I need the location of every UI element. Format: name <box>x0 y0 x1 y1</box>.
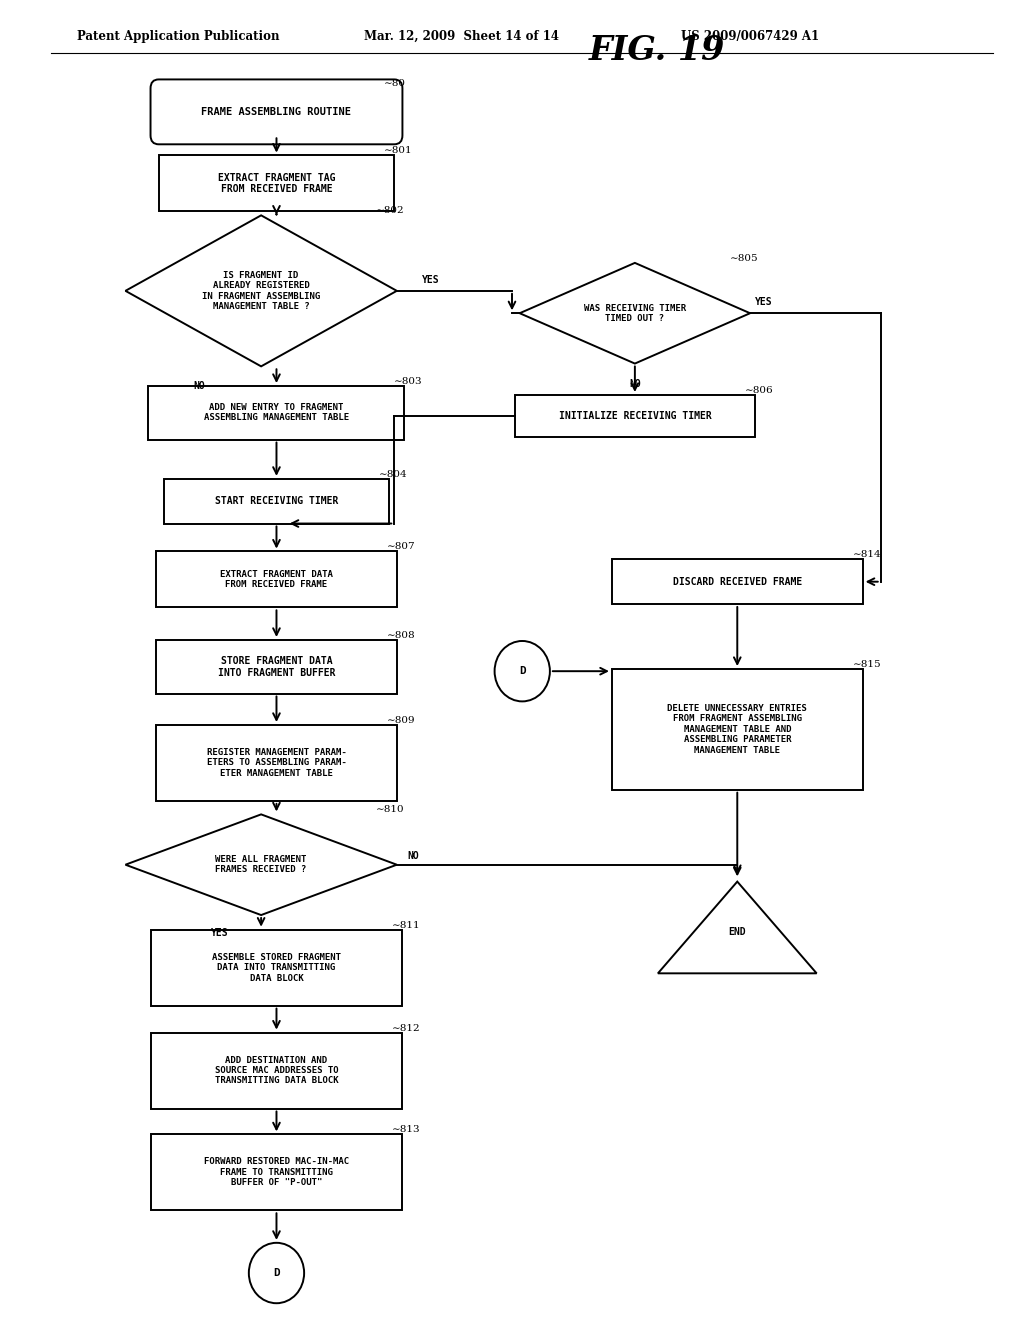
Bar <box>157 552 397 607</box>
Text: D: D <box>273 1269 280 1278</box>
Text: FIG. 19: FIG. 19 <box>589 34 725 67</box>
Bar <box>152 1134 401 1210</box>
Text: ∼813: ∼813 <box>391 1126 420 1134</box>
Text: NO: NO <box>408 851 419 861</box>
Polygon shape <box>657 882 817 973</box>
Text: ∼802: ∼802 <box>377 206 404 215</box>
Text: ∼814: ∼814 <box>852 550 881 560</box>
Text: YES: YES <box>756 297 773 308</box>
Text: FORWARD RESTORED MAC-IN-MAC
FRAME TO TRANSMITTING
BUFFER OF "P-OUT": FORWARD RESTORED MAC-IN-MAC FRAME TO TRA… <box>204 1158 349 1187</box>
Bar <box>157 725 397 801</box>
Text: WAS RECEIVING TIMER
TIMED OUT ?: WAS RECEIVING TIMER TIMED OUT ? <box>584 304 686 323</box>
Text: EXTRACT FRAGMENT TAG
FROM RECEIVED FRAME: EXTRACT FRAGMENT TAG FROM RECEIVED FRAME <box>218 173 335 194</box>
Bar <box>157 640 397 693</box>
Text: ∼810: ∼810 <box>377 805 404 814</box>
Text: EXTRACT FRAGMENT DATA
FROM RECEIVED FRAME: EXTRACT FRAGMENT DATA FROM RECEIVED FRAM… <box>220 570 333 589</box>
Circle shape <box>495 642 550 701</box>
Bar <box>611 669 862 789</box>
Text: NO: NO <box>194 381 206 392</box>
Text: ∼809: ∼809 <box>387 715 415 725</box>
Text: END: END <box>728 927 746 937</box>
Text: YES: YES <box>423 275 440 285</box>
Text: ∼804: ∼804 <box>379 470 408 479</box>
Text: YES: YES <box>211 928 229 939</box>
Bar <box>148 385 404 440</box>
Text: WERE ALL FRAGMENT
FRAMES RECEIVED ?: WERE ALL FRAGMENT FRAMES RECEIVED ? <box>215 855 307 874</box>
Text: ∼808: ∼808 <box>387 631 415 640</box>
Circle shape <box>249 1243 304 1303</box>
Text: D: D <box>519 667 525 676</box>
Polygon shape <box>125 814 397 915</box>
Text: ∼801: ∼801 <box>384 147 413 156</box>
Bar <box>152 929 401 1006</box>
Text: ∼811: ∼811 <box>391 920 420 929</box>
Polygon shape <box>125 215 397 367</box>
Text: FRAME ASSEMBLING ROUTINE: FRAME ASSEMBLING ROUTINE <box>202 107 351 117</box>
FancyBboxPatch shape <box>151 79 402 144</box>
Text: ∼806: ∼806 <box>745 385 773 395</box>
Bar <box>611 560 862 605</box>
Text: DELETE UNNECESSARY ENTRIES
FROM FRAGMENT ASSEMBLING
MANAGEMENT TABLE AND
ASSEMBL: DELETE UNNECESSARY ENTRIES FROM FRAGMENT… <box>668 704 807 755</box>
Text: ASSEMBLE STORED FRAGMENT
DATA INTO TRANSMITTING
DATA BLOCK: ASSEMBLE STORED FRAGMENT DATA INTO TRANS… <box>212 953 341 982</box>
Text: US 2009/0067429 A1: US 2009/0067429 A1 <box>681 29 819 42</box>
Text: START RECEIVING TIMER: START RECEIVING TIMER <box>215 496 338 506</box>
Text: NO: NO <box>629 379 641 388</box>
Text: Patent Application Publication: Patent Application Publication <box>77 29 280 42</box>
Text: Mar. 12, 2009  Sheet 14 of 14: Mar. 12, 2009 Sheet 14 of 14 <box>364 29 558 42</box>
Text: ∼812: ∼812 <box>391 1023 420 1032</box>
Bar <box>164 479 389 524</box>
Text: IS FRAGMENT ID
ALREADY REGISTERED
IN FRAGMENT ASSEMBLING
MANAGEMENT TABLE ?: IS FRAGMENT ID ALREADY REGISTERED IN FRA… <box>202 271 321 312</box>
Bar <box>514 395 755 437</box>
Text: INITIALIZE RECEIVING TIMER: INITIALIZE RECEIVING TIMER <box>558 411 712 421</box>
Text: REGISTER MANAGEMENT PARAM-
ETERS TO ASSEMBLING PARAM-
ETER MANAGEMENT TABLE: REGISTER MANAGEMENT PARAM- ETERS TO ASSE… <box>207 748 346 777</box>
Text: STORE FRAGMENT DATA
INTO FRAGMENT BUFFER: STORE FRAGMENT DATA INTO FRAGMENT BUFFER <box>218 656 335 677</box>
Bar <box>152 1032 401 1109</box>
Text: ∼805: ∼805 <box>729 253 758 263</box>
Text: ADD NEW ENTRY TO FRAGMENT
ASSEMBLING MANAGEMENT TABLE: ADD NEW ENTRY TO FRAGMENT ASSEMBLING MAN… <box>204 403 349 422</box>
Text: ∼803: ∼803 <box>394 378 423 385</box>
Text: DISCARD RECEIVED FRAME: DISCARD RECEIVED FRAME <box>673 577 802 586</box>
Bar <box>159 156 394 211</box>
Polygon shape <box>519 263 750 363</box>
Text: ∼815: ∼815 <box>852 660 881 669</box>
Text: ∼807: ∼807 <box>387 543 415 552</box>
Text: ∼80: ∼80 <box>384 79 406 88</box>
Text: ADD DESTINATION AND
SOURCE MAC ADDRESSES TO
TRANSMITTING DATA BLOCK: ADD DESTINATION AND SOURCE MAC ADDRESSES… <box>215 1056 338 1085</box>
